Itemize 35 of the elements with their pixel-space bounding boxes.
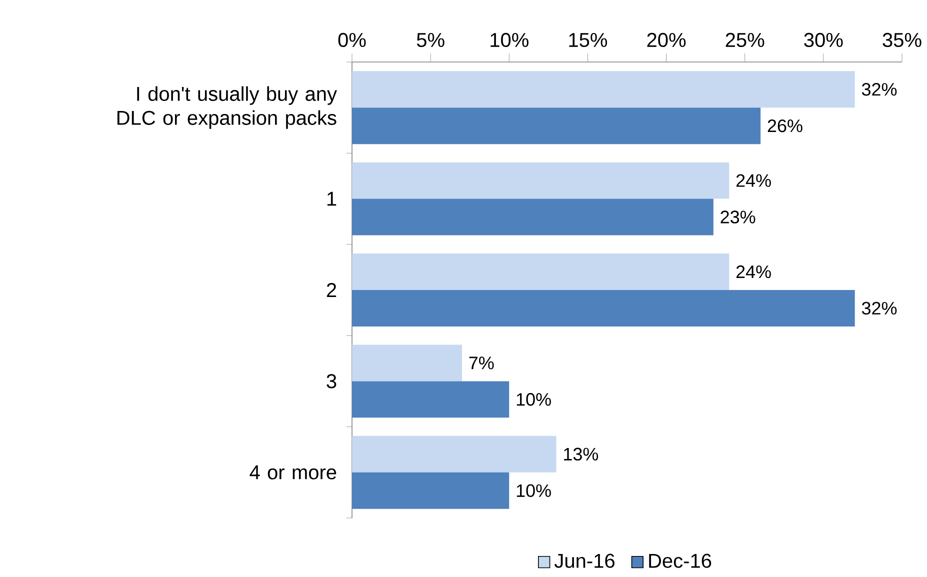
data-label: 10% [516, 484, 551, 498]
y-tick-label: 3 [326, 374, 336, 388]
y-tick-label: 4 or more [250, 465, 336, 480]
bar [352, 108, 761, 144]
x-tick-label: 10% [490, 32, 528, 48]
bar [352, 381, 510, 418]
x-tick-label: 15% [569, 32, 608, 48]
data-label: 23% [720, 210, 756, 224]
bar [352, 162, 730, 199]
x-tick-label: 30% [804, 32, 843, 48]
bar [352, 254, 730, 290]
x-tick-label: 25% [726, 32, 764, 48]
data-label: 24% [736, 265, 771, 278]
x-tick-label: 5% [416, 32, 444, 48]
data-label: 10% [516, 393, 551, 406]
data-label: 13% [564, 448, 598, 461]
bar [352, 344, 462, 382]
bar [352, 198, 714, 236]
x-tick-label: 35% [882, 32, 922, 48]
y-tick-label: I don't usually buy any DLC or expansion packs [117, 86, 338, 129]
y-tick-label: 2 [326, 283, 336, 297]
bar [352, 436, 556, 472]
data-label: 26% [768, 119, 802, 132]
data-label: 7% [469, 356, 494, 370]
bar [352, 71, 855, 108]
legend-label: Jun-16 [554, 554, 614, 568]
data-label: 32% [862, 82, 897, 96]
bar [352, 472, 510, 509]
x-tick-label: 20% [647, 32, 686, 48]
y-tick-label: 1 [327, 192, 336, 206]
data-label: 24% [736, 174, 771, 187]
bar [352, 290, 855, 326]
legend-label: Dec-16 [649, 554, 712, 568]
x-tick-label: 0% [338, 32, 366, 48]
data-label: 32% [862, 302, 897, 315]
